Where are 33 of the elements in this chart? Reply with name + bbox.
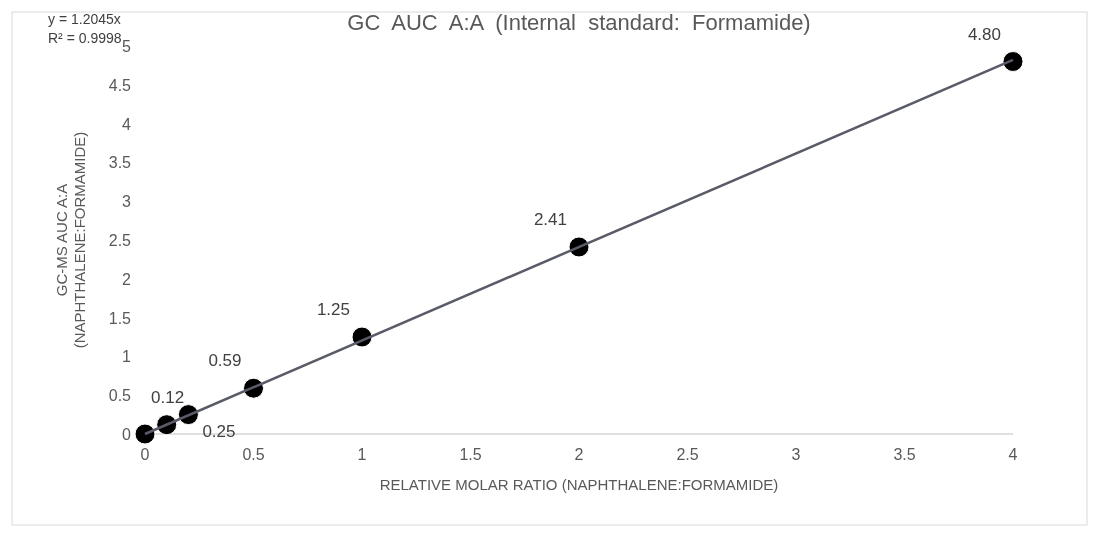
y-tick-label: 1 [122,348,132,366]
data-label: 1.25 [316,300,350,319]
y-tick-label: 2.5 [108,232,132,249]
text: R² = 0.9998 [48,30,122,46]
y-tick-label: 2 [122,270,132,288]
x-tick-label: 3 [791,446,801,463]
x-tick-label: 4 [1008,446,1018,463]
y-tick-label: 4 [122,115,132,133]
data-label: 0.12 [151,387,185,407]
y-tick-label: 4.5 [108,76,132,94]
data-label: 2.41 [533,209,567,229]
point [134,423,156,445]
x-tick-label: 1.5 [459,446,482,463]
y-tick-label: 0.5 [108,387,132,405]
y-tick-label: 0 [122,426,132,443]
x-tick-label: 1 [357,446,367,463]
data-label: 4.80 [967,24,1001,44]
y-axis-title: GC-MS AUC A:A (NAPHTHALENE:FORMAMIDE) [53,131,88,349]
y-tick-label: 3.5 [108,154,132,172]
data-label: 0.25 [202,421,236,441]
point [1002,51,1024,73]
chart-title: GC AUC A:A (Internal standard: Formamide) [347,10,811,35]
y-tick-label: 5 [122,38,132,55]
x-tick-label: 0.5 [242,446,265,463]
y-tick-label: 3 [122,193,132,211]
text: y = 1.2045x [48,11,121,27]
x-tick-label: 0 [140,446,150,463]
x-tick-label: 3.5 [893,446,916,463]
x-tick-label: 2.5 [676,446,699,463]
x-axis-title: RELATIVE MOLAR RATIO (NAPHTHALENE:FORMAMIDE) [379,476,779,493]
data-label: 0.59 [208,351,242,371]
y-tick-label: 1.5 [108,309,132,327]
x-tick-label: 2 [574,446,584,463]
